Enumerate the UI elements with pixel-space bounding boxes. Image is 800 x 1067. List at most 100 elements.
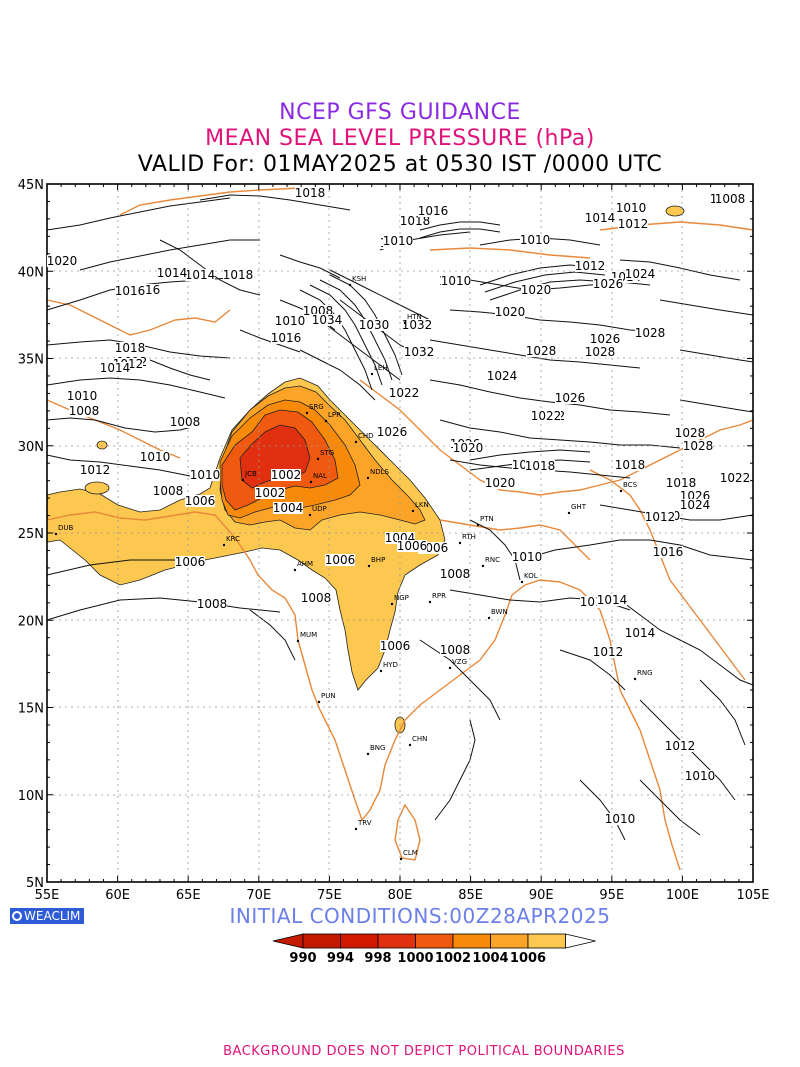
- legend-swatch: [415, 933, 454, 949]
- contour-label-bg: [185, 269, 215, 281]
- contour-label-bg: [585, 346, 615, 358]
- legend-swatch: [340, 933, 379, 949]
- contour-label: 1008: [170, 415, 201, 429]
- map-title: NCEP GFS GUIDANCE: [279, 100, 521, 125]
- lon-tick-label: 65E: [176, 888, 201, 903]
- contour-label: 1012: [618, 217, 649, 231]
- contour-label-bg: [397, 540, 427, 552]
- contour-label-bg: [157, 267, 187, 279]
- contour-label-bg: [115, 285, 145, 297]
- contour-label-bg: [359, 319, 389, 331]
- city-dot: [316, 457, 320, 461]
- contour-label-bg: [325, 554, 355, 566]
- contour-label: 1004: [273, 501, 304, 515]
- contour-label: 1010: [441, 274, 472, 288]
- contour-label: 1006: [397, 539, 428, 553]
- contour-label: 1014: [157, 266, 188, 280]
- longitude-labels: 55E 60E 65E 70E 75E 80E 85E 90E 95E 100E 105E: [35, 888, 770, 903]
- lat-tick-label: 45N: [18, 178, 44, 193]
- contour-label: 1008: [153, 484, 184, 498]
- contour-label-bg: [618, 218, 648, 230]
- legend-swatch: [377, 933, 416, 949]
- city-label: RNC: [485, 556, 500, 564]
- lon-tick-label: 70E: [246, 888, 271, 903]
- city-dot: [448, 666, 452, 670]
- coastlines: [46, 187, 754, 871]
- contour-label: 1012: [575, 259, 606, 273]
- contour-label-bg: [590, 333, 620, 345]
- city-label: RPR: [432, 592, 446, 600]
- lon-tick-label: 105E: [736, 888, 769, 903]
- contour-label-bg: [185, 495, 215, 507]
- city-dot: [309, 480, 313, 484]
- contour-label: 1010: [383, 234, 414, 248]
- lon-tick-label: 80E: [388, 888, 413, 903]
- contour-label-bg: [575, 260, 605, 272]
- contour-label-bg: [140, 451, 170, 463]
- contour-label: 1008: [715, 192, 746, 206]
- contour-label-bg: [153, 485, 183, 497]
- contour-label-bg: [380, 640, 410, 652]
- city-dot: [317, 700, 321, 704]
- city-dot: [390, 602, 394, 606]
- contour-label-bg: [389, 387, 419, 399]
- city-dot: [619, 489, 623, 493]
- contour-label: 1018: [525, 459, 556, 473]
- city-label: LPR: [328, 411, 341, 419]
- contour-label-bg: [453, 442, 483, 454]
- city-dot: [411, 509, 415, 513]
- contour-label: 1008: [69, 404, 100, 418]
- contour-label-bg: [593, 646, 623, 658]
- contour-label-bg: [665, 740, 695, 752]
- contour-label: 1008: [197, 597, 228, 611]
- contour-label-bg: [520, 234, 550, 246]
- contour-label: 1022: [389, 386, 420, 400]
- contour-label: 1016: [418, 204, 449, 218]
- contour-label-bg: [115, 342, 145, 354]
- contour-label-bg: [275, 315, 305, 327]
- city-label: HYD: [383, 661, 398, 669]
- contour-label-bg: [301, 592, 331, 604]
- city-dot: [348, 283, 352, 287]
- city-dot: [354, 440, 358, 444]
- contour-label: 1012: [593, 645, 624, 659]
- lon-tick-label: 60E: [105, 888, 130, 903]
- contour-label: 1010: [512, 550, 543, 564]
- contour-label-bg: [616, 202, 646, 214]
- city-dot: [428, 600, 432, 604]
- city-label: VZG: [452, 658, 467, 666]
- city-dot: [633, 677, 637, 681]
- city-label: BCS: [623, 481, 638, 489]
- contour-label: 1016: [115, 284, 146, 298]
- contour-label-bg: [653, 546, 683, 558]
- contour-label: 1012: [665, 739, 696, 753]
- contour-labels: 1018102010101008101410121016101810141012…: [47, 186, 751, 826]
- contour-label: 1018: [115, 341, 146, 355]
- contour-label-bg: [605, 813, 635, 825]
- legend-swatch: [302, 933, 341, 949]
- contour-label-bg: [312, 314, 342, 326]
- contour-label: 1014: [597, 593, 628, 607]
- city-dot: [481, 564, 485, 568]
- contour-label-bg: [585, 212, 615, 224]
- lat-tick-label: 20N: [18, 614, 44, 629]
- city-label: LKN: [415, 501, 429, 509]
- legend-label: 994: [327, 951, 354, 966]
- contour-label: 1018: [223, 268, 254, 282]
- contour-label-bg: [295, 187, 325, 199]
- legend-swatch: [490, 933, 529, 949]
- contour-label: 1028: [585, 345, 616, 359]
- contour-label: 1010: [67, 389, 98, 403]
- city-label: PTN: [480, 515, 494, 523]
- city-label: GHT: [571, 503, 587, 511]
- lon-tick-label: 95E: [599, 888, 624, 903]
- legend-label: 990: [289, 951, 316, 966]
- contour-label: 1006: [175, 555, 206, 569]
- contour-label-bg: [402, 319, 432, 331]
- contour-label-bg: [400, 215, 430, 227]
- city-dot: [241, 478, 245, 482]
- contour-label-bg: [666, 477, 696, 489]
- city-label: CHD: [358, 432, 374, 440]
- contour-label-bg: [683, 440, 713, 452]
- city-label: BWN: [491, 608, 508, 616]
